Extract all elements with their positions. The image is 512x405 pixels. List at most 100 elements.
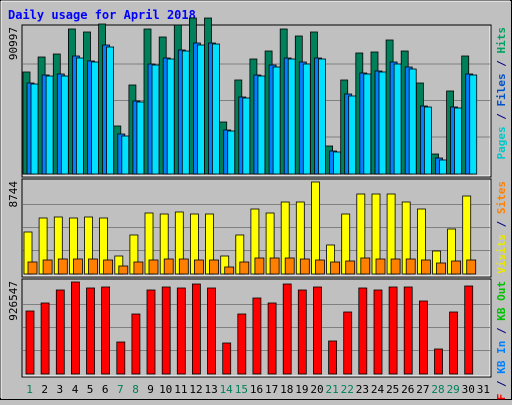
bar-pages-day-9 bbox=[151, 64, 160, 175]
bar-sites-day-17 bbox=[269, 257, 280, 275]
bar-kb-f-day-21 bbox=[328, 340, 338, 375]
bar-kb-f-day-25 bbox=[388, 286, 398, 375]
x-tick-label-day-25: 25 bbox=[386, 383, 399, 396]
bar-pages-day-22 bbox=[348, 95, 357, 175]
x-tick-label-day-3: 3 bbox=[56, 383, 63, 396]
bar-pages-day-8 bbox=[136, 101, 145, 175]
bar-kb-f-day-27 bbox=[418, 300, 428, 375]
bar-pages-day-2 bbox=[45, 75, 54, 175]
bar-sites-day-18 bbox=[284, 257, 295, 275]
legend-entry: / bbox=[495, 107, 508, 127]
x-tick-label-day-5: 5 bbox=[87, 383, 94, 396]
chart-title: Daily usage for April 2018 bbox=[8, 8, 196, 22]
bar-kb-f-day-14 bbox=[222, 342, 232, 375]
bar-pages-day-23 bbox=[363, 73, 372, 175]
bar-sites-day-13 bbox=[209, 259, 219, 275]
bar-sites-day-9 bbox=[148, 259, 159, 275]
x-tick-label-day-10: 10 bbox=[159, 383, 172, 396]
bar-kb-f-day-2 bbox=[40, 302, 50, 375]
bar-kb-f-day-24 bbox=[373, 289, 383, 375]
bar-kb-f-day-29 bbox=[449, 311, 459, 375]
x-tick-label-day-17: 17 bbox=[265, 383, 278, 396]
x-tick-label-day-24: 24 bbox=[371, 383, 385, 396]
bar-kb-f-day-15 bbox=[237, 313, 247, 375]
bar-sites-day-24 bbox=[375, 258, 386, 275]
x-tick-label-day-19: 19 bbox=[295, 383, 308, 396]
bar-pages-day-26 bbox=[408, 68, 417, 175]
bar-sites-day-7 bbox=[118, 265, 129, 275]
bar-kb-f-day-22 bbox=[343, 311, 353, 375]
x-tick-label-day-20: 20 bbox=[310, 383, 323, 396]
x-tick-label-day-2: 2 bbox=[41, 383, 48, 396]
x-tick-label-day-13: 13 bbox=[204, 383, 217, 396]
bar-sites-day-23 bbox=[360, 257, 371, 275]
bar-pages-day-1 bbox=[30, 83, 39, 175]
bar-pages-day-16 bbox=[257, 75, 266, 175]
x-tick-label-day-4: 4 bbox=[72, 383, 79, 396]
bar-sites-day-22 bbox=[345, 260, 356, 275]
bar-kb-f-day-4 bbox=[71, 281, 80, 375]
x-tick-label-day-7: 7 bbox=[117, 383, 124, 396]
bar-kb-f-day-3 bbox=[55, 289, 65, 375]
bar-pages-day-21 bbox=[333, 151, 342, 175]
panel-middle: 8744 Visits / Sites bbox=[7, 178, 508, 278]
bar-sites-day-3 bbox=[57, 258, 68, 275]
bar-pages-day-18 bbox=[287, 58, 296, 175]
bar-kb-f-day-9 bbox=[146, 289, 156, 375]
legend-entry: / bbox=[495, 54, 508, 74]
bar-pages-day-17 bbox=[272, 66, 281, 175]
bar-kb-f-day-18 bbox=[282, 283, 292, 375]
legend-entry: / bbox=[495, 321, 508, 341]
bar-kb-f-day-1 bbox=[25, 310, 35, 375]
bar-pages-day-13 bbox=[212, 43, 220, 175]
bar-kb-f-day-16 bbox=[252, 297, 262, 375]
panel-bottom: 9 2 654 7 KB F / KB In / KB Out bbox=[7, 278, 508, 405]
x-tick-label-day-23: 23 bbox=[356, 383, 369, 396]
bar-sites-day-4 bbox=[73, 258, 83, 275]
bar-pages-day-24 bbox=[378, 71, 387, 175]
bar-kb-f-day-8 bbox=[131, 313, 141, 375]
bar-sites-day-27 bbox=[420, 259, 431, 275]
legend-entry: KB Out bbox=[495, 281, 508, 321]
panel-top-legend: Pages / Files / Hits bbox=[495, 27, 508, 160]
bar-sites-day-14 bbox=[224, 266, 235, 275]
bar-pages-day-11 bbox=[181, 50, 190, 175]
x-tick-label-day-14: 14 bbox=[220, 383, 234, 396]
x-tick-label-day-31: 31 bbox=[477, 383, 490, 396]
bar-sites-day-25 bbox=[390, 258, 401, 275]
bar-sites-day-19 bbox=[299, 258, 310, 275]
bar-sites-day-1 bbox=[27, 261, 38, 275]
bar-kb-f-day-12 bbox=[191, 283, 201, 375]
panel-top-max-label: 90997 bbox=[7, 27, 20, 60]
bar-pages-day-6 bbox=[106, 46, 114, 175]
bar-pages-day-27 bbox=[423, 106, 432, 175]
x-tick-label-day-16: 16 bbox=[250, 383, 263, 396]
x-tick-label-day-9: 9 bbox=[147, 383, 154, 396]
bar-sites-day-8 bbox=[133, 261, 144, 275]
legend-entry: Sites bbox=[495, 181, 508, 214]
x-tick-label-day-8: 8 bbox=[132, 383, 139, 396]
legend-entry: KB F bbox=[495, 394, 508, 400]
panel-bottom-legend: KB F / KB In / KB Out bbox=[495, 281, 508, 400]
x-tick-label-day-6: 6 bbox=[102, 383, 109, 396]
bar-kb-f-day-19 bbox=[297, 289, 307, 375]
legend-entry: / bbox=[495, 214, 508, 234]
bar-sites-day-20 bbox=[315, 259, 325, 275]
x-tick-label-day-22: 22 bbox=[341, 383, 354, 396]
bar-pages-day-25 bbox=[393, 63, 402, 175]
x-tick-label-day-12: 12 bbox=[189, 383, 202, 396]
legend-entry: / bbox=[495, 374, 508, 394]
bar-pages-day-15 bbox=[242, 97, 251, 175]
x-tick-label-day-21: 21 bbox=[325, 383, 338, 396]
bar-kb-f-day-23 bbox=[358, 287, 368, 375]
bar-pages-day-10 bbox=[166, 58, 175, 175]
bar-sites-day-15 bbox=[239, 261, 250, 275]
bar-kb-f-day-10 bbox=[161, 286, 171, 375]
bar-pages-day-7 bbox=[121, 135, 130, 175]
bar-pages-day-28 bbox=[439, 159, 447, 175]
legend-entry: Pages bbox=[495, 126, 508, 159]
bar-sites-day-12 bbox=[193, 259, 204, 275]
legend-entry: Hits bbox=[495, 27, 508, 54]
bar-sites-day-10 bbox=[163, 258, 174, 275]
